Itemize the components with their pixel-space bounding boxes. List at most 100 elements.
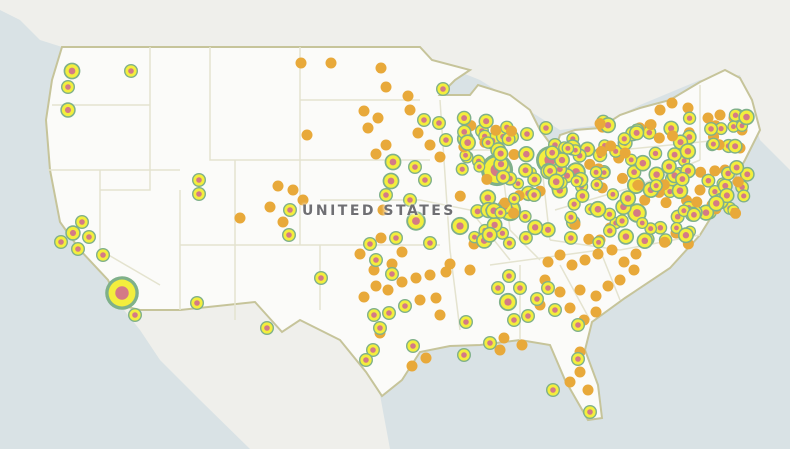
orange-marker[interactable]	[420, 352, 432, 364]
orange-marker[interactable]	[554, 249, 566, 261]
orange-marker[interactable]	[702, 112, 714, 124]
ring-marker[interactable]	[628, 125, 645, 141]
ring-marker[interactable]	[373, 321, 387, 335]
ring-marker[interactable]	[385, 267, 399, 281]
orange-marker[interactable]	[481, 173, 493, 185]
orange-marker[interactable]	[632, 179, 644, 191]
orange-marker[interactable]	[594, 118, 606, 130]
ring-marker[interactable]	[563, 231, 578, 245]
ring-marker[interactable]	[406, 211, 426, 231]
ring-marker[interactable]	[648, 146, 663, 161]
ring-marker[interactable]	[436, 82, 450, 96]
ring-marker[interactable]	[708, 195, 725, 212]
ring-marker[interactable]	[527, 172, 542, 187]
ring-marker[interactable]	[518, 146, 535, 163]
orange-marker[interactable]	[714, 109, 726, 121]
orange-marker[interactable]	[691, 196, 703, 208]
ring-marker[interactable]	[481, 136, 495, 149]
ring-marker[interactable]	[644, 222, 657, 235]
ring-marker[interactable]	[359, 353, 373, 367]
orange-marker[interactable]	[372, 112, 384, 124]
ring-marker[interactable]	[679, 143, 697, 160]
orange-marker[interactable]	[386, 258, 398, 270]
ring-marker[interactable]	[366, 343, 380, 357]
orange-marker[interactable]	[424, 269, 436, 281]
ring-marker[interactable]	[518, 230, 533, 245]
ring-marker[interactable]	[65, 225, 81, 241]
ring-marker[interactable]	[530, 292, 544, 306]
ring-marker[interactable]	[636, 232, 654, 249]
ring-marker[interactable]	[492, 145, 509, 162]
ring-marker[interactable]	[450, 216, 470, 236]
ring-marker[interactable]	[619, 190, 637, 207]
orange-marker[interactable]	[660, 197, 672, 209]
ring-marker[interactable]	[418, 173, 432, 187]
ring-marker[interactable]	[714, 122, 728, 136]
ring-marker[interactable]	[379, 188, 393, 202]
orange-marker[interactable]	[494, 344, 506, 356]
ring-marker[interactable]	[478, 113, 494, 129]
ring-marker[interactable]	[617, 132, 631, 146]
ring-marker[interactable]	[570, 175, 583, 188]
ring-marker[interactable]	[502, 236, 516, 250]
orange-marker[interactable]	[606, 244, 618, 256]
orange-marker[interactable]	[370, 280, 382, 292]
ring-marker[interactable]	[675, 171, 690, 187]
orange-marker[interactable]	[619, 147, 631, 159]
ring-marker[interactable]	[701, 173, 716, 188]
ring-marker[interactable]	[498, 292, 518, 312]
ring-marker[interactable]	[540, 222, 556, 238]
ring-marker[interactable]	[547, 173, 565, 191]
ring-marker[interactable]	[455, 162, 469, 176]
ring-marker[interactable]	[398, 299, 412, 313]
ring-marker[interactable]	[423, 236, 437, 250]
ring-marker[interactable]	[648, 166, 665, 183]
ring-marker[interactable]	[653, 220, 668, 235]
ring-marker[interactable]	[513, 281, 527, 295]
orange-marker[interactable]	[444, 258, 456, 270]
orange-marker[interactable]	[325, 57, 337, 69]
ring-marker[interactable]	[541, 281, 555, 295]
ring-marker[interactable]	[617, 228, 635, 245]
ring-marker[interactable]	[548, 303, 562, 317]
ring-marker[interactable]	[704, 121, 719, 136]
orange-marker[interactable]	[508, 149, 520, 161]
ring-marker[interactable]	[459, 315, 473, 329]
orange-marker[interactable]	[272, 180, 284, 192]
ring-marker[interactable]	[502, 269, 516, 283]
orange-marker[interactable]	[406, 360, 418, 372]
orange-marker[interactable]	[434, 151, 446, 163]
ring-marker[interactable]	[677, 227, 694, 244]
ring-marker[interactable]	[527, 219, 544, 236]
orange-marker[interactable]	[358, 291, 370, 303]
orange-marker[interactable]	[566, 259, 578, 271]
ring-marker[interactable]	[403, 193, 417, 207]
ring-marker[interactable]	[667, 147, 682, 163]
orange-marker[interactable]	[659, 236, 671, 248]
orange-marker[interactable]	[583, 233, 595, 245]
ring-marker[interactable]	[649, 179, 663, 193]
ring-marker[interactable]	[546, 383, 560, 397]
ring-marker[interactable]	[432, 116, 446, 130]
orange-marker[interactable]	[602, 280, 614, 292]
orange-marker[interactable]	[579, 254, 591, 266]
orange-marker[interactable]	[694, 184, 706, 196]
orange-marker[interactable]	[358, 105, 370, 117]
ring-marker[interactable]	[575, 188, 590, 203]
ring-marker[interactable]	[602, 223, 617, 238]
ring-marker[interactable]	[60, 102, 76, 118]
ring-marker[interactable]	[682, 111, 697, 125]
orange-marker[interactable]	[295, 57, 307, 69]
orange-marker[interactable]	[592, 248, 604, 260]
ring-marker[interactable]	[561, 142, 575, 155]
ring-marker[interactable]	[571, 352, 585, 366]
ring-marker[interactable]	[729, 159, 745, 175]
ring-marker[interactable]	[589, 200, 607, 218]
orange-marker[interactable]	[362, 122, 374, 134]
ring-marker[interactable]	[615, 214, 629, 228]
orange-marker[interactable]	[404, 104, 416, 116]
ring-marker[interactable]	[518, 162, 533, 178]
orange-marker[interactable]	[506, 125, 518, 137]
orange-marker[interactable]	[498, 332, 510, 344]
orange-marker[interactable]	[396, 246, 408, 258]
